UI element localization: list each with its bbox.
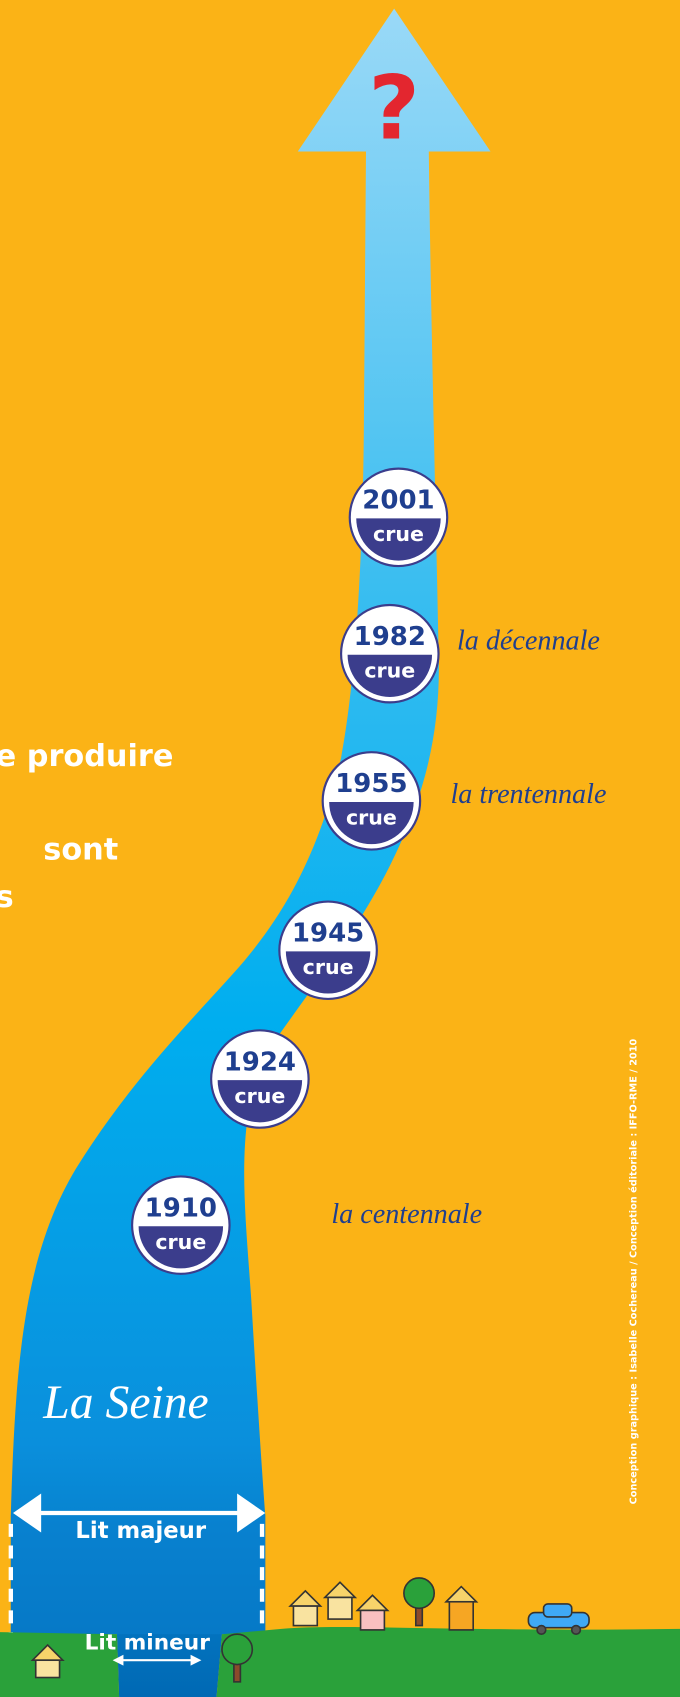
bed-label: Lit majeur bbox=[75, 1518, 206, 1544]
badge-year: 1910 bbox=[145, 1193, 217, 1223]
poster: Lit majeur Lit mineur ? La Seine la déce… bbox=[0, 0, 680, 1697]
ground bbox=[217, 1627, 680, 1697]
flood-badge: 1945 crue bbox=[279, 902, 376, 999]
annotation: la décennale bbox=[457, 625, 600, 656]
river-name: La Seine bbox=[42, 1377, 208, 1429]
badge-year: 1955 bbox=[335, 769, 407, 799]
flood-badge: 2001 crue bbox=[350, 469, 447, 566]
badge-label: crue bbox=[234, 1084, 285, 1108]
badge-year: 1945 bbox=[292, 919, 364, 949]
flood-badge: 1910 crue bbox=[132, 1176, 229, 1273]
badge-label: crue bbox=[303, 955, 354, 979]
cut-text: s bbox=[0, 880, 14, 915]
flood-badge: 1982 crue bbox=[341, 605, 438, 702]
cut-text: sont bbox=[43, 832, 118, 867]
annotation: la trentennale bbox=[450, 779, 606, 810]
badge-label: crue bbox=[373, 522, 424, 546]
badge-year: 2001 bbox=[362, 486, 434, 516]
badge-year: 1982 bbox=[354, 622, 426, 652]
question-mark: ? bbox=[368, 57, 419, 160]
badge-label: crue bbox=[364, 659, 415, 683]
cut-text: e produire bbox=[0, 739, 173, 774]
badge-label: crue bbox=[346, 806, 397, 830]
credit: Conception graphique : Isabelle Cocherea… bbox=[628, 1038, 640, 1504]
badge-label: crue bbox=[155, 1230, 206, 1254]
badge-year: 1924 bbox=[224, 1047, 296, 1077]
bed-label: Lit mineur bbox=[85, 1630, 211, 1655]
flood-badge: 1955 crue bbox=[323, 752, 420, 849]
page: Lit majeur Lit mineur ? La Seine la déce… bbox=[0, 0, 680, 1697]
flood-badge: 1924 crue bbox=[211, 1030, 308, 1127]
annotation: la centennale bbox=[331, 1199, 482, 1230]
